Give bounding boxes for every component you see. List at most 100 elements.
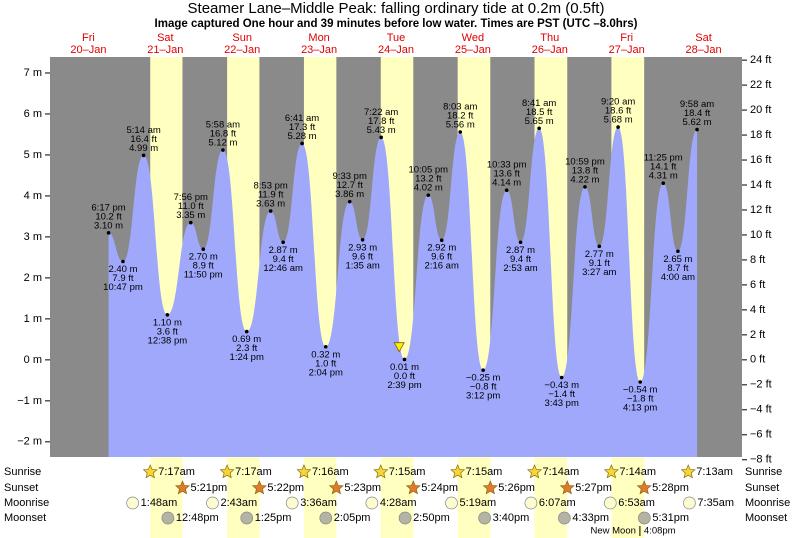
extreme-time: 7:56 pm [174, 192, 208, 203]
moonrise-time: 2:43am [220, 497, 257, 509]
y-tick-label: 3 m [24, 231, 42, 243]
y2-tick-label: 2 ft [750, 329, 765, 341]
moonrise-time: 3:36am [300, 497, 337, 509]
extreme-time: 8:03 am [443, 102, 477, 113]
current-level-marker [393, 342, 405, 353]
extreme-meters: 5.12 m [208, 138, 237, 149]
y2-tick-label: 18 ft [750, 129, 771, 141]
extreme-meters: 3.63 m [256, 199, 285, 210]
day-date: 26–Jan [532, 44, 568, 56]
sunrise-icon [373, 464, 389, 479]
extreme-point [597, 244, 602, 249]
extreme-meters: 2.87 m [506, 245, 535, 256]
extreme-meters: 4.22 m [570, 174, 599, 185]
extreme-point [676, 249, 680, 254]
sunset-time: 5:21pm [190, 482, 227, 494]
y-tick-label: −1 m [17, 395, 42, 407]
day-date: 20–Jan [70, 44, 106, 56]
moonset-row-label-right: Moonset [745, 512, 787, 524]
extreme-feet: 8.7 ft [667, 263, 688, 274]
extreme-point [616, 125, 620, 129]
sunrise-time: 7:15am [466, 466, 503, 478]
extreme-meters: 4.02 m [414, 183, 443, 194]
extreme-meters: 5.28 m [288, 131, 317, 142]
sunrise-time: 7:14am [619, 466, 656, 478]
sunset-time: 5:28pm [652, 482, 689, 494]
extreme-meters: 3.10 m [94, 220, 123, 231]
extreme-time: 6:17 pm [91, 202, 125, 213]
moonrise-time: 7:35am [697, 497, 734, 509]
extreme-time: 8:41 am [522, 98, 556, 109]
y2-tick-label: −2 ft [750, 379, 772, 391]
extreme-time: 6:41 am [285, 113, 319, 124]
moonrise-icon [524, 496, 538, 510]
day-date: 22–Jan [224, 44, 260, 56]
sunset-icon [559, 480, 575, 495]
extreme-point [661, 181, 666, 186]
moon-phase-label: New Moon [590, 526, 635, 537]
extreme-feet: 18.6 ft [605, 106, 632, 117]
extreme-meters: 5.65 m [525, 116, 554, 127]
extreme-meters: 3.35 m [176, 210, 205, 221]
day-date: 27–Jan [609, 44, 645, 56]
moonset-time: 2:50pm [413, 512, 450, 524]
day-name: Sat [157, 32, 174, 44]
extreme-feet: 13.6 ft [493, 169, 520, 180]
day-name: Tue [387, 32, 406, 44]
extreme-time: 2:39 pm [387, 380, 421, 391]
moonset-icon [398, 511, 412, 525]
y2-tick-label: 14 ft [750, 179, 771, 191]
day-name: Wed [462, 32, 484, 44]
day-name: Fri [82, 32, 95, 44]
moonset-time: 3:40pm [493, 512, 530, 524]
y-tick-label: 4 m [24, 190, 42, 202]
extreme-meters: 5.68 m [604, 115, 633, 126]
extreme-meters: 5.43 m [367, 125, 396, 136]
extreme-meters: −0.54 m [623, 385, 658, 396]
y-tick-label: 2 m [24, 272, 42, 284]
sunrise-time: 7:17am [158, 466, 195, 478]
moon-phase-time: 4:08pm [644, 526, 676, 537]
extreme-feet: −1.8 ft [627, 394, 654, 405]
extreme-time: 3:12 pm [466, 391, 500, 402]
extreme-time: 9:33 pm [333, 171, 367, 182]
extreme-meters: 4.99 m [129, 143, 158, 154]
moonrise-icon [206, 496, 219, 510]
extreme-meters: 3.86 m [335, 189, 364, 200]
extreme-time: 7:22 am [364, 107, 398, 118]
extreme-feet: 8.9 ft [193, 261, 214, 272]
day-date: 24–Jan [378, 44, 414, 56]
y2-tick-label: −8 ft [750, 454, 772, 466]
moonset-row-label: Moonset [4, 512, 46, 524]
extreme-feet: 13.8 ft [572, 165, 599, 176]
moonset-icon [240, 511, 254, 525]
day-name: Fri [620, 32, 633, 44]
sunrise-time: 7:15am [389, 466, 426, 478]
extreme-feet: 9.4 ft [273, 254, 294, 265]
y2-tick-label: 4 ft [750, 304, 765, 316]
tide-area [108, 127, 698, 457]
chart-title: Steamer Lane–Middle Peak: falling ordina… [188, 0, 605, 17]
sunset-icon [482, 480, 498, 495]
y-tick-label: 5 m [24, 149, 42, 161]
extreme-point [141, 153, 146, 158]
extreme-point [695, 127, 699, 132]
extreme-meters: 4.31 m [649, 171, 678, 182]
day-name: Thu [540, 32, 559, 44]
extreme-meters: 2.87 m [269, 245, 298, 256]
moonset-icon [637, 511, 651, 525]
extreme-meters: 2.65 m [663, 254, 692, 265]
extreme-point [323, 344, 328, 349]
sunrise-icon [296, 464, 312, 479]
sunset-time: 5:26pm [498, 482, 535, 494]
y-tick-label: 1 m [24, 313, 42, 325]
extreme-feet: 1.0 ft [315, 358, 336, 369]
extreme-feet: 14.1 ft [650, 162, 677, 173]
extreme-feet: 0.0 ft [394, 371, 415, 382]
moonrise-time: 1:48am [141, 497, 178, 509]
extreme-feet: 18.4 ft [684, 108, 711, 119]
sunrise-time: 7:13am [696, 466, 733, 478]
sunset-time: 5:24pm [421, 482, 458, 494]
y-tick-label: 0 m [24, 354, 42, 366]
extreme-time: 9:58 am [680, 99, 714, 110]
